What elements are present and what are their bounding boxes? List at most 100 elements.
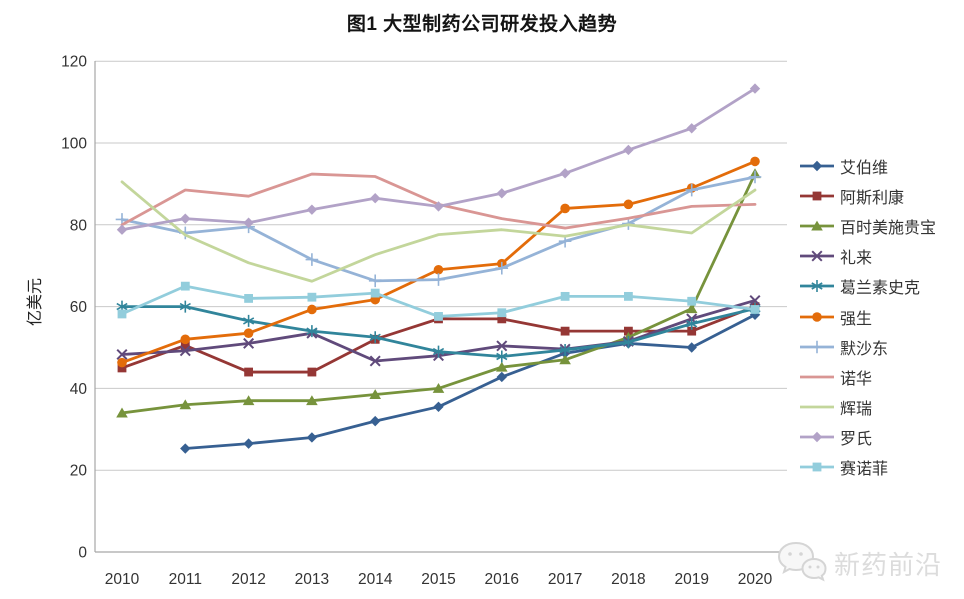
legend-label: 百时美施贵宝 xyxy=(840,220,937,238)
y-tick-label: 120 xyxy=(61,54,87,71)
data-point-marker xyxy=(180,281,190,291)
data-point-marker xyxy=(624,291,633,301)
data-point-marker xyxy=(370,288,380,298)
legend-item-astrazeneca: 阿斯利康 xyxy=(799,181,936,211)
data-point-marker xyxy=(810,340,824,353)
data-point-marker xyxy=(497,314,507,324)
legend-item-jnj: 强生 xyxy=(799,301,936,331)
wechat-chat-bubbles-icon xyxy=(777,541,827,582)
data-point-marker xyxy=(306,204,318,215)
data-point-marker xyxy=(180,334,191,345)
x-tick-label: 2014 xyxy=(358,571,393,588)
legend-marker-asterisk-icon xyxy=(800,280,834,293)
y-tick-label: 100 xyxy=(61,136,87,153)
data-point-marker xyxy=(116,224,128,235)
legend-item-novartis: 诺华 xyxy=(799,362,936,392)
legend-marker-none-icon xyxy=(800,375,834,379)
data-point-marker xyxy=(307,304,317,315)
data-point-marker xyxy=(811,280,823,293)
chart-title: 图1 大型制药公司研发投入趋势 xyxy=(346,14,618,35)
data-point-marker xyxy=(243,337,255,349)
data-point-marker xyxy=(496,188,507,199)
legend-marker-diamond-icon xyxy=(800,160,834,172)
data-point-marker xyxy=(623,144,634,156)
data-point-marker xyxy=(243,438,254,449)
y-tick-label: 40 xyxy=(70,381,88,398)
data-point-marker xyxy=(243,328,254,338)
data-point-marker xyxy=(244,367,253,377)
data-point-marker xyxy=(432,383,445,393)
y-tick-label: 0 xyxy=(78,545,87,562)
legend-label: 赛诺菲 xyxy=(840,460,889,478)
watermark-text: 新药前沿 xyxy=(834,549,943,580)
data-point-marker xyxy=(749,83,761,94)
data-point-marker xyxy=(179,300,191,313)
data-point-marker xyxy=(370,193,381,204)
data-point-marker xyxy=(748,170,762,184)
legend-marker-x-icon xyxy=(800,250,834,262)
legend-item-roche: 罗氏 xyxy=(799,422,936,452)
legend-label: 辉瑞 xyxy=(840,400,873,418)
legend-label: 礼来 xyxy=(840,250,873,268)
legend-marker-circle-icon xyxy=(800,311,834,322)
data-point-marker xyxy=(811,250,823,262)
data-point-marker xyxy=(432,273,445,286)
data-point-marker xyxy=(370,415,381,427)
data-point-marker xyxy=(180,443,191,454)
data-point-marker xyxy=(243,217,254,228)
legend-marker-square-icon xyxy=(800,462,834,472)
series-line-sanofi xyxy=(120,284,757,318)
data-point-marker xyxy=(687,326,697,336)
watermark: 新药前沿 xyxy=(776,540,942,586)
data-point-marker xyxy=(622,336,634,349)
legend-label: 诺华 xyxy=(840,370,873,388)
x-tick-label: 2011 xyxy=(169,571,202,588)
y-tick-label: 80 xyxy=(70,217,88,234)
data-point-marker xyxy=(180,213,191,224)
legend-item-bms: 百时美施贵宝 xyxy=(799,211,936,241)
legend-label: 艾伯维 xyxy=(840,160,889,178)
data-point-marker xyxy=(750,305,760,314)
data-point-marker xyxy=(433,401,444,413)
legend-label: 默沙东 xyxy=(840,340,889,358)
data-point-marker xyxy=(433,264,444,275)
data-point-marker xyxy=(812,462,822,472)
data-point-marker xyxy=(117,309,127,319)
data-point-marker xyxy=(117,357,127,368)
x-tick-label: 2017 xyxy=(548,571,582,588)
data-point-marker xyxy=(244,294,253,303)
y-tick-label: 20 xyxy=(70,463,88,480)
data-point-marker xyxy=(496,350,508,363)
data-point-marker xyxy=(812,311,822,322)
legend-item-lilly: 礼来 xyxy=(799,241,936,271)
x-tick-label: 2019 xyxy=(674,571,708,588)
data-point-marker xyxy=(242,395,255,406)
legend-marker-square-icon xyxy=(800,191,834,201)
legend-label: 罗氏 xyxy=(840,430,873,448)
x-tick-label: 2020 xyxy=(738,571,773,588)
data-point-marker xyxy=(496,361,508,372)
legend: 艾伯维 阿斯利康 百时美施贵宝 礼来 葛兰素史克 强生 默沙东 诺华 辉瑞 罗氏 赛诺菲 xyxy=(799,151,936,482)
data-point-marker xyxy=(623,199,634,210)
x-tick-label: 2013 xyxy=(295,571,329,588)
data-point-marker xyxy=(686,123,697,134)
data-point-marker xyxy=(811,431,823,443)
data-point-marker xyxy=(433,201,444,212)
data-point-marker xyxy=(369,389,381,400)
data-point-marker xyxy=(495,261,509,275)
data-point-marker xyxy=(811,160,823,172)
data-point-marker xyxy=(624,326,633,336)
x-tick-label: 2018 xyxy=(611,571,645,588)
data-point-marker xyxy=(560,291,570,301)
data-point-marker xyxy=(117,363,127,373)
data-point-marker xyxy=(306,325,318,338)
x-tick-label: 2015 xyxy=(421,571,455,588)
data-point-marker xyxy=(750,156,760,167)
data-point-marker xyxy=(685,183,698,197)
legend-marker-none-icon xyxy=(800,405,834,409)
data-point-marker xyxy=(116,407,128,418)
data-point-marker xyxy=(559,354,571,365)
data-point-marker xyxy=(180,341,190,350)
